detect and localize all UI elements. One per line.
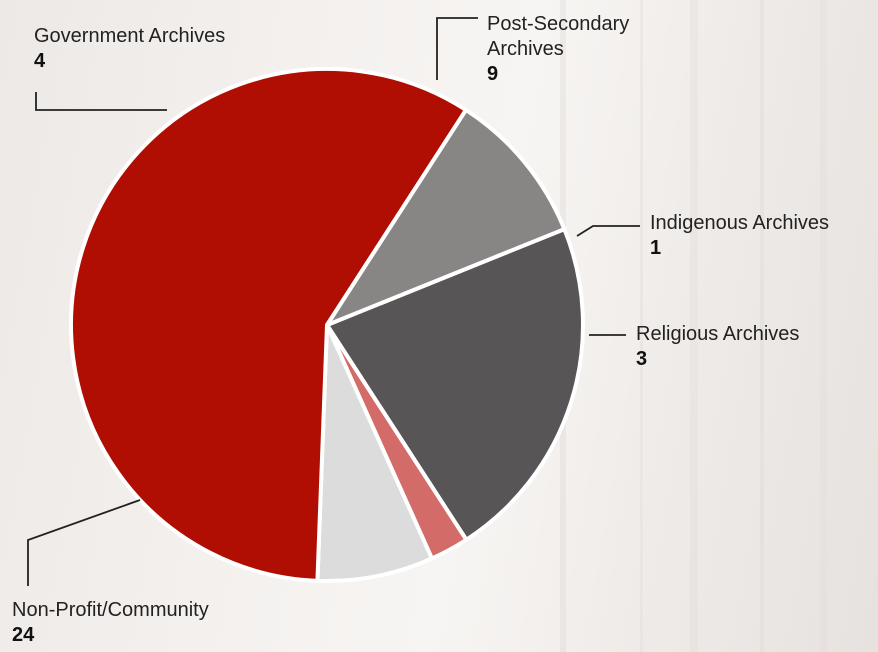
pie-slices: [69, 67, 585, 583]
leader-line-post-secondary: [436, 17, 478, 80]
label-religious: Religious Archives 3: [636, 322, 799, 372]
label-government-text: Government Archives: [34, 25, 226, 47]
label-non-profit-text: Non-Profit/Community: [12, 599, 209, 621]
value-indigenous: 1: [650, 237, 662, 259]
value-government: 4: [34, 50, 46, 72]
label-post-secondary-line1: Post-Secondary: [487, 13, 630, 35]
pie-slice-non-profit: [69, 67, 468, 583]
leader-line-indigenous: [576, 225, 640, 237]
value-post-secondary: 9: [487, 63, 499, 85]
label-religious-text: Religious Archives: [636, 323, 800, 345]
leader-line-non-profit: [27, 499, 141, 586]
label-government: Government Archives 4: [34, 24, 225, 74]
value-non-profit: 24: [12, 624, 35, 646]
label-post-secondary: Post-Secondary Archives 9: [487, 12, 629, 87]
label-indigenous: Indigenous Archives 1: [650, 211, 829, 261]
label-non-profit: Non-Profit/Community 24: [12, 598, 209, 648]
label-indigenous-text: Indigenous Archives: [650, 212, 830, 234]
pie-slice-religious: [315, 323, 434, 583]
label-post-secondary-line2: Archives: [487, 38, 564, 60]
pie-slice-post-secondary: [325, 227, 585, 542]
pie-slice-government: [325, 108, 567, 327]
leader-lines: [27, 17, 640, 586]
value-religious: 3: [636, 348, 648, 370]
leader-line-government: [35, 92, 167, 111]
